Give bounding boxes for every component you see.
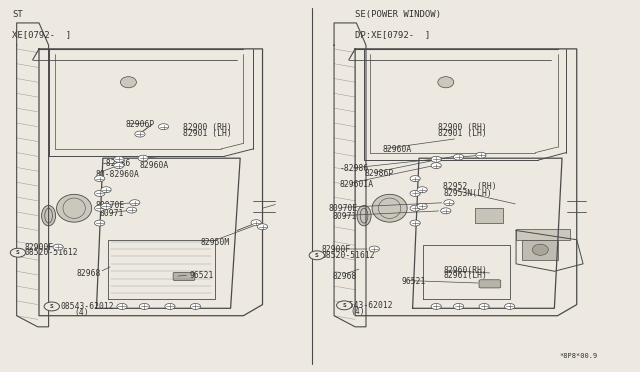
Circle shape xyxy=(476,152,486,158)
Circle shape xyxy=(444,200,454,206)
Circle shape xyxy=(53,244,63,250)
Circle shape xyxy=(101,203,111,209)
Circle shape xyxy=(410,205,420,211)
Text: DP:XE[0792-  ]: DP:XE[0792- ] xyxy=(355,31,430,39)
Text: S: S xyxy=(50,304,54,309)
Circle shape xyxy=(337,301,352,310)
Text: SE(POWER WINDOW): SE(POWER WINDOW) xyxy=(355,10,441,19)
Text: 82906P: 82906P xyxy=(125,121,154,129)
Text: 80970E: 80970E xyxy=(95,201,124,210)
Text: 80-82960A: 80-82960A xyxy=(95,170,139,179)
Circle shape xyxy=(417,203,428,209)
Circle shape xyxy=(130,200,140,206)
Text: 82960A: 82960A xyxy=(140,161,169,170)
Text: S: S xyxy=(315,253,319,258)
Circle shape xyxy=(410,176,420,182)
Ellipse shape xyxy=(357,205,371,226)
Circle shape xyxy=(257,224,268,230)
Text: 82961(LH): 82961(LH) xyxy=(444,271,487,280)
Text: XE[0792-  ]: XE[0792- ] xyxy=(12,31,71,39)
Circle shape xyxy=(410,190,420,196)
Text: 80970E: 80970E xyxy=(328,204,358,213)
Bar xyxy=(474,208,503,223)
Circle shape xyxy=(95,220,105,226)
Circle shape xyxy=(117,304,127,310)
Text: 82900 (RH): 82900 (RH) xyxy=(182,123,232,132)
Text: -82986: -82986 xyxy=(102,159,131,168)
Text: *8P8*00.9: *8P8*00.9 xyxy=(559,353,598,359)
Circle shape xyxy=(159,124,169,130)
Text: ST: ST xyxy=(12,10,23,19)
Text: 08520-51612: 08520-51612 xyxy=(321,251,375,260)
Bar xyxy=(522,240,557,260)
Circle shape xyxy=(369,246,380,252)
Text: 08543-62012: 08543-62012 xyxy=(60,302,114,311)
Text: -82986: -82986 xyxy=(339,164,369,173)
Circle shape xyxy=(127,207,137,213)
Circle shape xyxy=(410,220,420,226)
Bar xyxy=(516,229,570,240)
Text: 82900F: 82900F xyxy=(25,243,54,251)
Circle shape xyxy=(190,304,200,310)
Circle shape xyxy=(479,304,489,310)
Circle shape xyxy=(454,304,464,310)
Circle shape xyxy=(95,205,105,211)
Circle shape xyxy=(135,131,145,137)
Circle shape xyxy=(431,163,442,169)
Text: (4): (4) xyxy=(351,307,365,316)
Circle shape xyxy=(165,304,175,310)
Text: 08520-51612: 08520-51612 xyxy=(25,248,79,257)
Circle shape xyxy=(101,187,111,193)
Circle shape xyxy=(431,156,442,162)
Ellipse shape xyxy=(438,77,454,88)
Text: 82901 (LH): 82901 (LH) xyxy=(438,128,487,138)
Ellipse shape xyxy=(532,244,548,255)
FancyBboxPatch shape xyxy=(479,280,500,288)
Ellipse shape xyxy=(372,194,407,222)
Circle shape xyxy=(504,304,515,310)
Text: 80971: 80971 xyxy=(100,209,124,218)
Circle shape xyxy=(138,155,148,161)
Ellipse shape xyxy=(42,205,56,226)
Text: 82960IA: 82960IA xyxy=(339,180,373,189)
Circle shape xyxy=(454,154,464,160)
Text: 82901 (LH): 82901 (LH) xyxy=(182,128,232,138)
Text: 08543-62012: 08543-62012 xyxy=(339,301,393,310)
Text: 82960A: 82960A xyxy=(383,145,412,154)
Text: 82968: 82968 xyxy=(76,269,100,278)
Circle shape xyxy=(114,156,124,162)
Text: 82950M: 82950M xyxy=(200,238,230,247)
Circle shape xyxy=(431,304,442,310)
Text: (4): (4) xyxy=(74,308,89,317)
Text: 82968: 82968 xyxy=(333,272,357,280)
Circle shape xyxy=(10,248,26,257)
Ellipse shape xyxy=(120,77,136,88)
Circle shape xyxy=(95,176,105,182)
Circle shape xyxy=(95,190,105,196)
Circle shape xyxy=(114,163,124,169)
Text: 96521: 96521 xyxy=(189,271,214,280)
Circle shape xyxy=(417,187,428,193)
Circle shape xyxy=(140,304,150,310)
Circle shape xyxy=(441,208,451,214)
Text: 82900F: 82900F xyxy=(321,245,351,254)
FancyBboxPatch shape xyxy=(173,272,195,280)
Ellipse shape xyxy=(56,194,92,222)
Circle shape xyxy=(251,220,261,226)
Text: 82900 (RH): 82900 (RH) xyxy=(438,123,487,132)
Text: 82952  (RH): 82952 (RH) xyxy=(444,182,497,191)
Text: S: S xyxy=(16,250,20,255)
Text: 82986P: 82986P xyxy=(365,169,394,178)
Text: 82953N(LH): 82953N(LH) xyxy=(444,189,492,198)
Text: S: S xyxy=(342,303,346,308)
Text: 96521: 96521 xyxy=(402,277,426,286)
Text: 80971: 80971 xyxy=(333,212,357,221)
Circle shape xyxy=(309,251,324,260)
Circle shape xyxy=(44,302,60,311)
Text: 82960(RH): 82960(RH) xyxy=(444,266,487,275)
